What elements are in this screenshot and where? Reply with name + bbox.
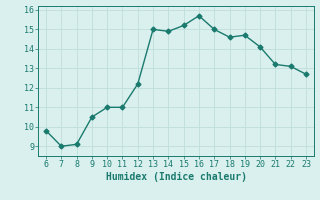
X-axis label: Humidex (Indice chaleur): Humidex (Indice chaleur) [106, 172, 246, 182]
